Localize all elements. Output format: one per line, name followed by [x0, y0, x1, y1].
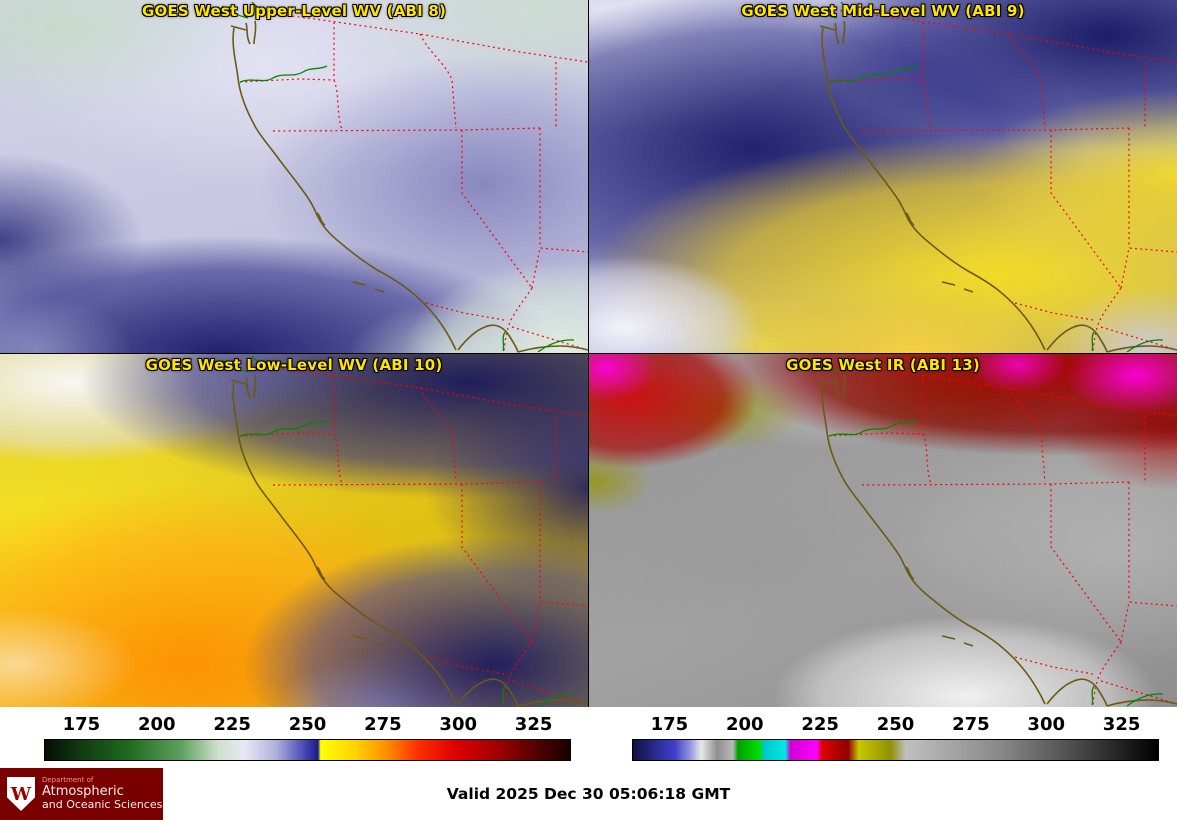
uw-crest-icon: W — [7, 777, 35, 811]
colorbar-tick: 275 — [364, 714, 402, 735]
panel-title: GOES West Mid-Level WV (ABI 9) — [741, 2, 1025, 20]
panel-title: GOES West Upper-Level WV (ABI 8) — [141, 2, 447, 20]
panel-mid-level-wv: GOES West Mid-Level WV (ABI 9) — [589, 0, 1177, 353]
satellite-image-abi13 — [589, 354, 1177, 707]
colorbar-tick: 175 — [62, 714, 101, 735]
colorbar-tick: 200 — [725, 714, 764, 735]
colorbar-wv-block: 175 200 225 250 275 300 325 — [0, 707, 588, 768]
panel-ir: GOES West IR (ABI 13) — [589, 354, 1177, 707]
panel-upper-level-wv: GOES West Upper-Level WV (ABI 8) — [0, 0, 588, 353]
colorbar-tick: 325 — [514, 714, 553, 735]
panel-low-level-wv: GOES West Low-Level WV (ABI 10) — [0, 354, 588, 707]
colorbar-ir-block: 175 200 225 250 275 300 325 — [588, 707, 1176, 768]
satellite-image-abi10 — [0, 354, 588, 707]
colorbar-tick: 275 — [952, 714, 990, 735]
logo-line1: Atmospheric — [42, 783, 124, 799]
panel-title: GOES West IR (ABI 13) — [786, 356, 980, 374]
colorbar-tick: 250 — [288, 714, 327, 735]
colorbar-tick: 175 — [650, 714, 689, 735]
colorbar-strip: 175 200 225 250 275 300 325 175 200 225 … — [0, 707, 1177, 768]
logo-department-label: Department of — [42, 775, 94, 784]
satellite-image-abi9 — [589, 0, 1177, 353]
panel-title: GOES West Low-Level WV (ABI 10) — [145, 356, 443, 374]
panel-grid: GOES West Upper-Level WV (ABI 8) GOES We… — [0, 0, 1177, 707]
colorbar-tick: 200 — [137, 714, 176, 735]
logo-line2: and Oceanic Sciences — [42, 797, 163, 811]
colorbar-tick: 325 — [1102, 714, 1141, 735]
footer: W Department of Atmospheric and Oceanic … — [0, 768, 1177, 820]
colorbar-ir-ticks: 175 200 225 250 275 300 325 — [632, 714, 1159, 739]
logo-text: Department of Atmospheric and Oceanic Sc… — [42, 775, 163, 811]
colorbar-tick: 250 — [876, 714, 915, 735]
satellite-image-abi8 — [0, 0, 588, 353]
colorbar-wv-ticks: 175 200 225 250 275 300 325 — [44, 714, 571, 739]
colorbar-tick: 225 — [801, 714, 839, 735]
colorbar-tick: 300 — [439, 714, 478, 735]
colorbar-wv-gradient — [44, 739, 571, 761]
valid-time-text: Valid 2025 Dec 30 05:06:18 GMT — [446, 785, 731, 803]
colorbar-tick: 225 — [213, 714, 251, 735]
colorbar-tick: 300 — [1027, 714, 1066, 735]
colorbar-ir-gradient — [632, 739, 1159, 761]
uw-aos-logo[interactable]: W Department of Atmospheric and Oceanic … — [0, 768, 163, 820]
